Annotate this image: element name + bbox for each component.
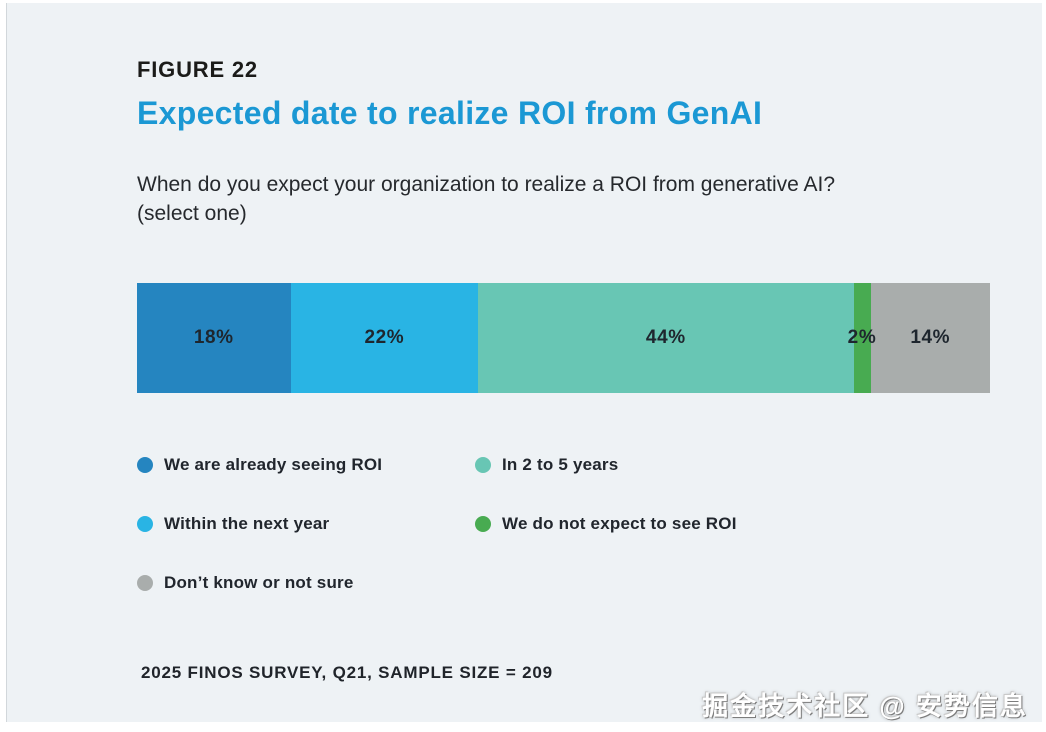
- legend-item-label: Within the next year: [164, 514, 330, 533]
- bar-segment-value: 2%: [847, 327, 877, 348]
- bar-segment-value: 22%: [364, 327, 405, 348]
- legend-item: We do not expect to see ROI: [475, 512, 737, 536]
- page-title: Expected date to realize ROI from GenAI: [137, 95, 763, 131]
- bar-segment: 22%: [290, 283, 479, 393]
- bar-segment-value: 44%: [645, 327, 686, 348]
- legend-item: We are already seeing ROI: [137, 453, 475, 477]
- legend-item-label: We are already seeing ROI: [164, 455, 383, 474]
- legend: We are already seeing ROI Within the next…: [137, 453, 737, 595]
- legend-item-label: In 2 to 5 years: [502, 455, 619, 474]
- legend-color-dot: [475, 457, 491, 473]
- legend-item: Don’t know or not sure: [137, 571, 475, 595]
- figure-panel: FIGURE 22 Expected date to realize ROI f…: [6, 3, 1042, 722]
- legend-item-label: We do not expect to see ROI: [502, 514, 737, 533]
- legend-item-label: Don’t know or not sure: [164, 573, 354, 592]
- figure-label: FIGURE 22: [137, 57, 258, 82]
- source-note: 2025 FINOS SURVEY, Q21, SAMPLE SIZE = 20…: [141, 663, 553, 682]
- bar-segment-value: 18%: [193, 327, 234, 348]
- legend-color-dot: [137, 457, 153, 473]
- watermark: 掘金技术社区 @ 安势信息: [702, 691, 1028, 721]
- legend-color-dot: [137, 516, 153, 532]
- bar-segment-value: 14%: [910, 327, 951, 348]
- legend-item: Within the next year: [137, 512, 475, 536]
- bar-segment: 44%: [478, 283, 854, 393]
- legend-item: In 2 to 5 years: [475, 453, 737, 477]
- bar-segment: 18%: [137, 283, 291, 393]
- bar-segment: 2%: [848, 283, 876, 393]
- legend-color-dot: [137, 575, 153, 591]
- survey-question: When do you expect your organization to …: [137, 173, 836, 225]
- bar-segment: 14%: [870, 283, 990, 393]
- legend-color-dot: [475, 516, 491, 532]
- stacked-bar-chart: 18% 22% 44% 2% 14%: [137, 283, 990, 393]
